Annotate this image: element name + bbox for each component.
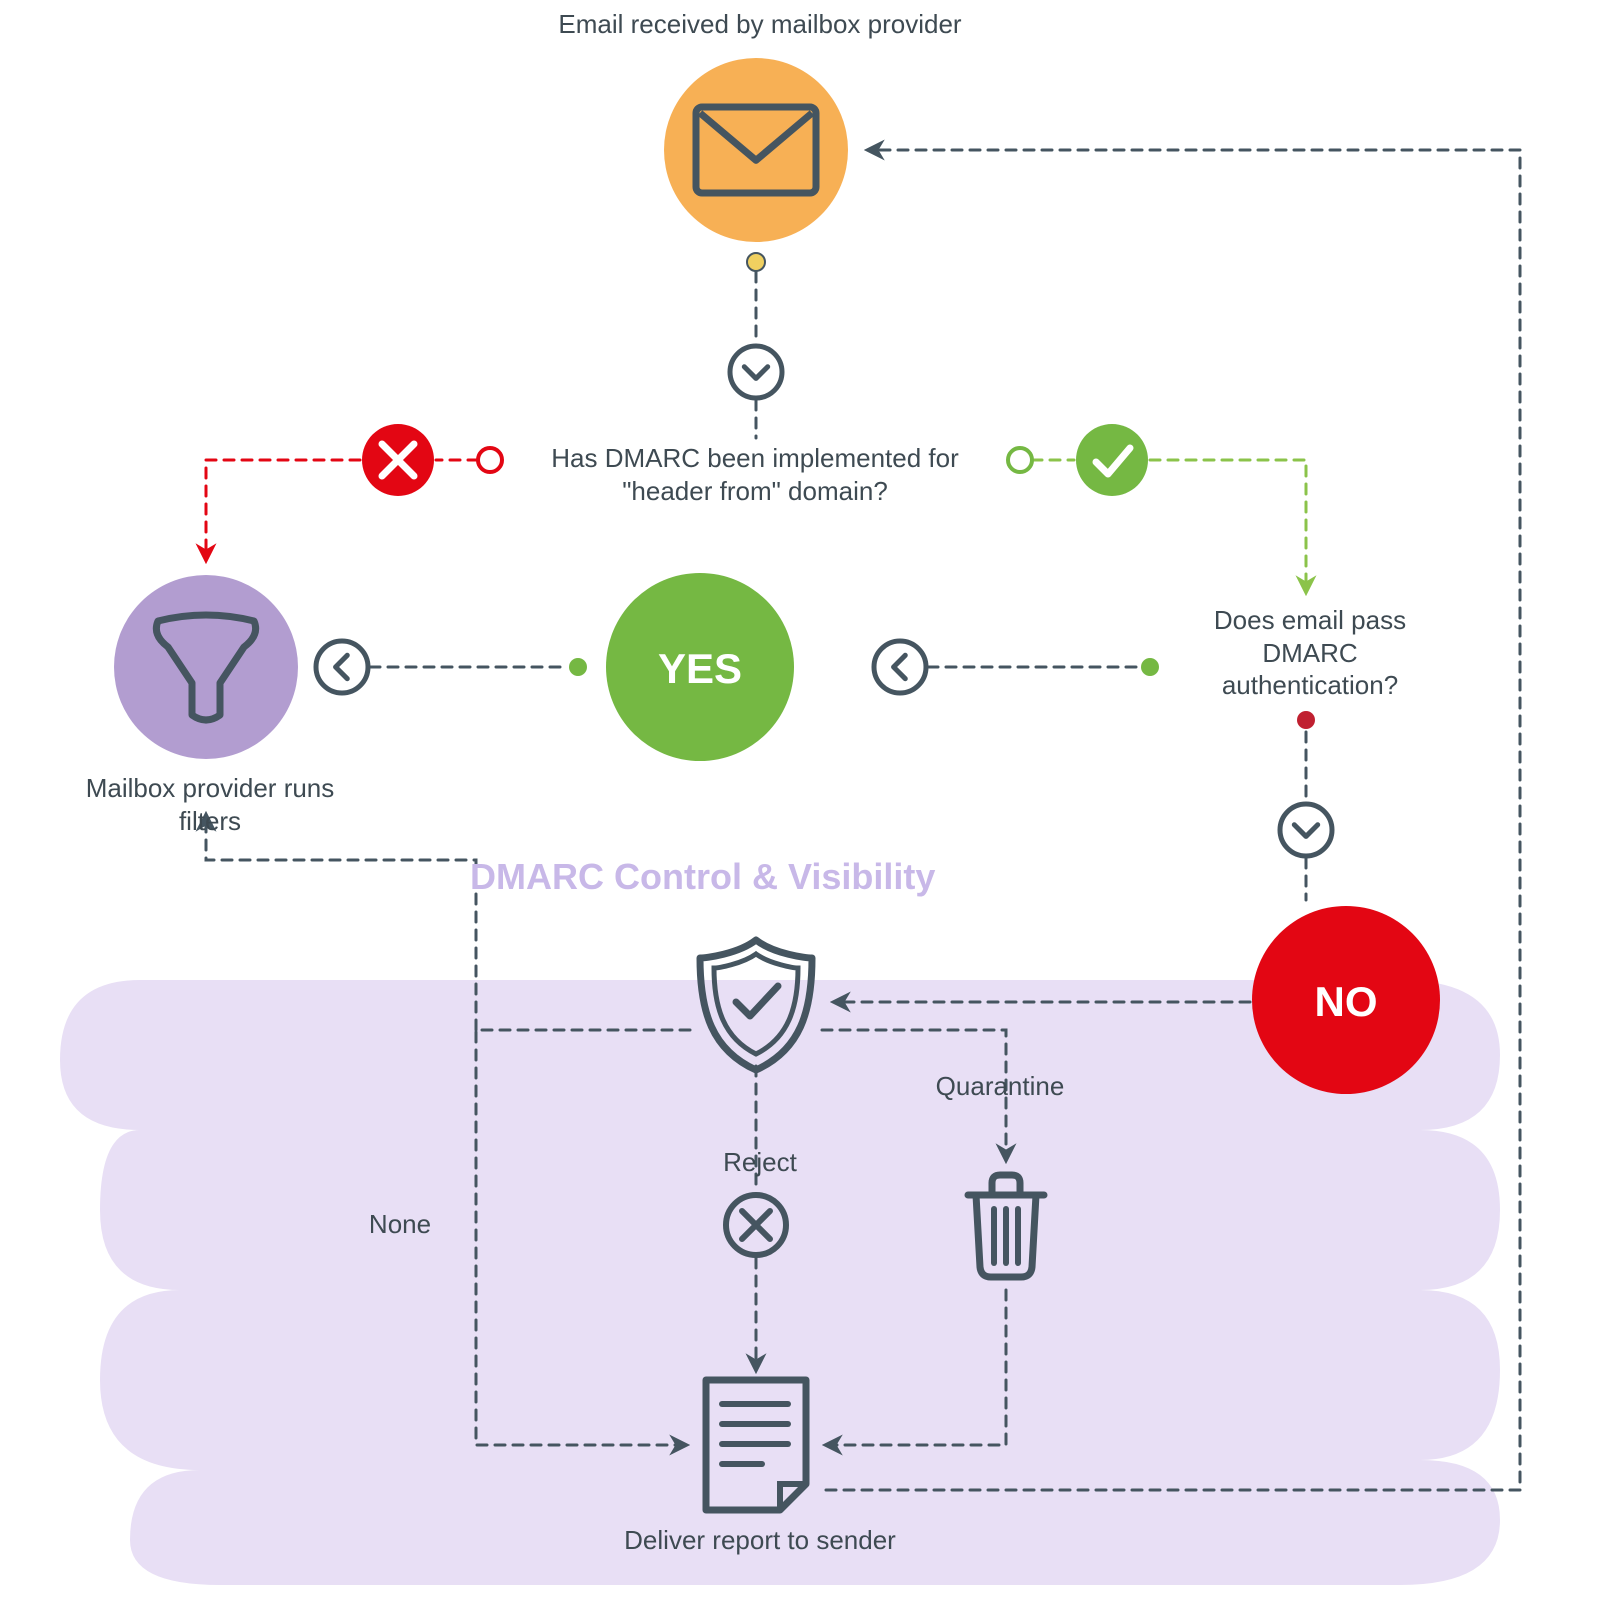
svg-text:YES: YES <box>658 645 742 692</box>
label-none: None <box>340 1208 460 1241</box>
label-dmarc-question: Has DMARC been implemented for "header f… <box>530 442 980 507</box>
label-top: Email received by mailbox provider <box>530 8 990 41</box>
label-reject: Reject <box>700 1146 820 1179</box>
label-filters: Mailbox provider runs filters <box>80 772 340 837</box>
section-title: DMARC Control & Visibility <box>470 856 935 898</box>
flowchart-canvas: YES NO Email received by mailbox provider… <box>0 0 1600 1600</box>
label-quarantine: Quarantine <box>900 1070 1100 1103</box>
label-auth-question: Does email pass DMARC authentication? <box>1200 604 1420 702</box>
label-deliver: Deliver report to sender <box>590 1524 930 1557</box>
svg-text:NO: NO <box>1315 978 1378 1025</box>
